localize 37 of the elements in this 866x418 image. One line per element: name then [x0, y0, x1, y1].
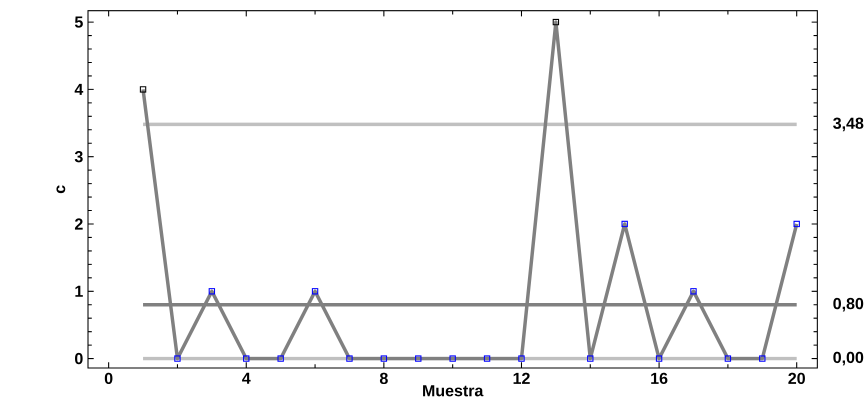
- point: [208, 288, 216, 294]
- point: [243, 355, 250, 362]
- point: [484, 355, 490, 362]
- x-tick-label: 8: [380, 372, 388, 384]
- point: [174, 355, 181, 362]
- point: [415, 355, 422, 362]
- x-tick-label: 20: [788, 372, 805, 384]
- y-tick-label: 5: [74, 16, 83, 28]
- point: [312, 288, 318, 294]
- x-tick-label: 16: [651, 372, 668, 384]
- y-tick-label: 3: [74, 151, 83, 162]
- y-axis-title: c: [56, 185, 66, 194]
- point: [380, 355, 388, 362]
- point: [587, 355, 594, 362]
- point: [449, 355, 456, 362]
- point: [552, 18, 560, 26]
- x-axis-title: Muestra: [423, 385, 484, 396]
- point: [518, 355, 525, 362]
- point: [759, 355, 766, 362]
- y-tick-label: 0: [75, 352, 83, 364]
- point: [140, 86, 146, 93]
- ref-line-label: 3,48: [833, 118, 864, 132]
- point: [690, 288, 697, 294]
- x-tick-label: 4: [242, 372, 251, 384]
- x-tick-label: 12: [514, 372, 530, 384]
- y-tick-label: 4: [74, 84, 84, 95]
- point: [621, 220, 628, 228]
- y-tick-label: 2: [74, 218, 83, 230]
- point: [346, 355, 353, 362]
- point: [277, 355, 284, 362]
- point: [794, 220, 800, 228]
- point: [724, 355, 732, 362]
- ref-line-label: 0,80: [833, 298, 864, 312]
- ref-line-label: 0,00: [833, 352, 864, 366]
- point: [656, 355, 662, 362]
- x-tick-label: 0: [104, 372, 112, 384]
- y-tick-label: 1: [75, 286, 83, 297]
